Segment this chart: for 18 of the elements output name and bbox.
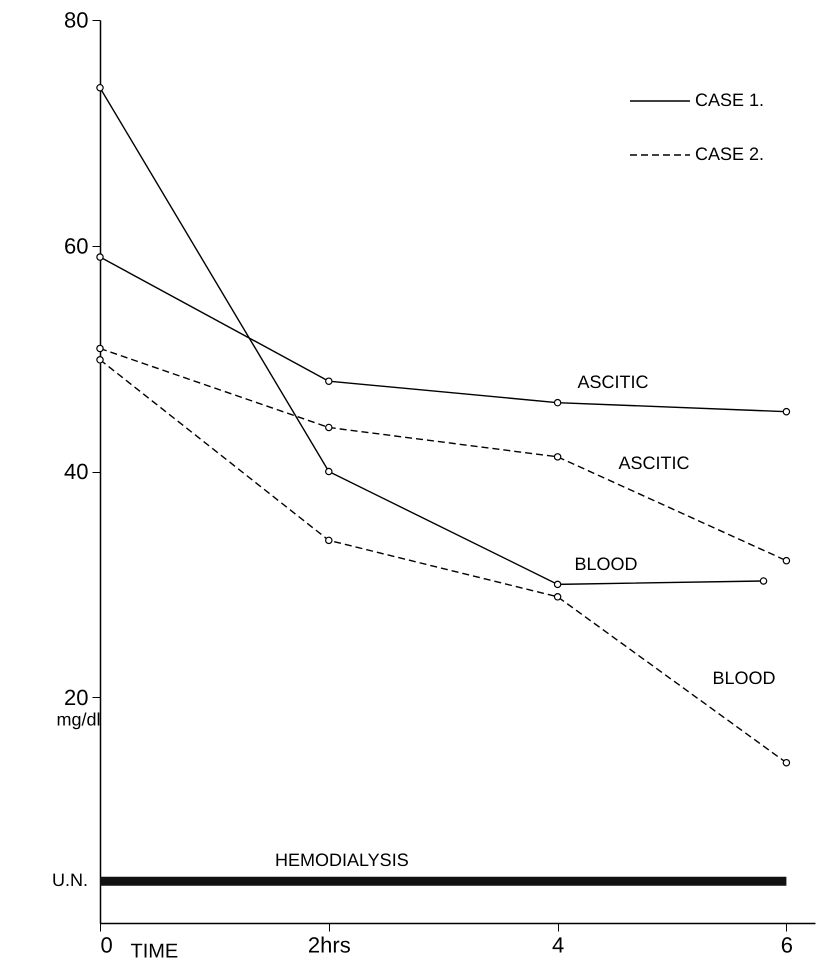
legend-label: CASE 2. [695, 144, 764, 164]
ref-line-label: HEMODIALYSIS [275, 850, 409, 870]
legend-label: CASE 1. [695, 90, 764, 110]
y-axis-title: mg/dl [56, 710, 100, 730]
x-tick-label: 2hrs [308, 932, 351, 958]
y-tick-label: 60 [64, 233, 88, 258]
y-tick-label: 80 [64, 8, 88, 32]
y-tick-label: 20 [64, 684, 88, 710]
text: U.N. [52, 870, 88, 890]
y-tick-label: 40 [64, 459, 88, 484]
x-axis-title: TIME [130, 940, 178, 962]
annotation: BLOOD [712, 668, 776, 688]
x-tick-label: 4 [552, 932, 564, 958]
x-tick-label: 0 [100, 932, 113, 958]
annotation: BLOOD [574, 554, 638, 574]
annotation: ASCITIC [577, 372, 649, 392]
annotation: ASCITIC [618, 453, 690, 473]
x-tick-label: 6 [780, 932, 794, 958]
